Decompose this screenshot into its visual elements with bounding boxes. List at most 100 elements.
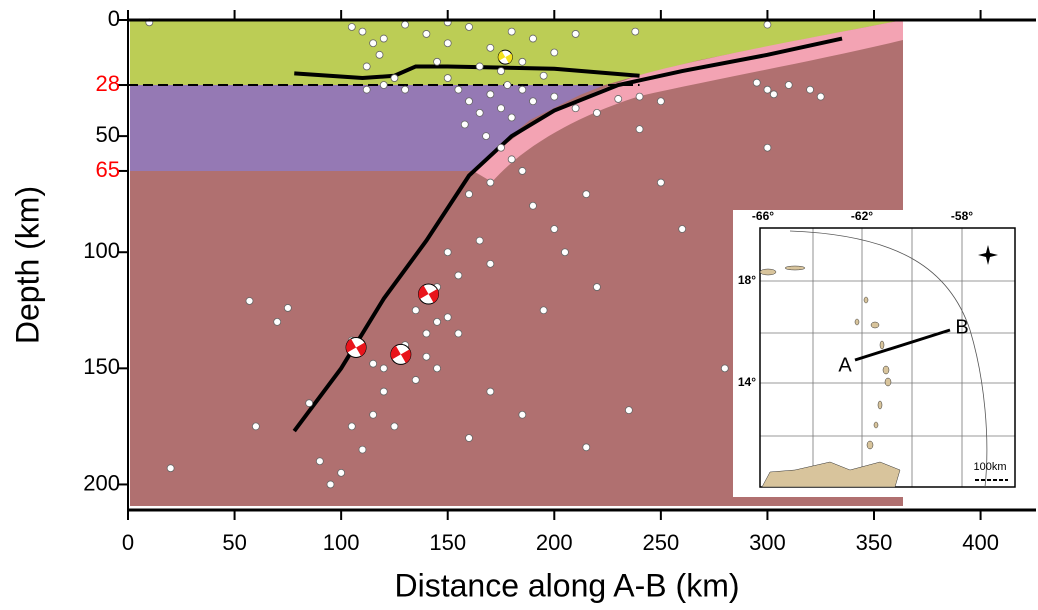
x-tick-label: 50 xyxy=(222,530,246,555)
earthquake xyxy=(806,85,814,94)
earthquake xyxy=(482,132,490,141)
inset-lon-label: -66° xyxy=(752,209,774,223)
earthquake xyxy=(486,387,495,396)
profile-line xyxy=(854,328,951,362)
earthquake xyxy=(443,74,452,82)
earthquake xyxy=(624,406,633,415)
compass xyxy=(978,245,998,265)
focal-mechanism xyxy=(390,343,412,365)
x-tick-label: 250 xyxy=(643,530,680,555)
earthquake xyxy=(465,23,473,31)
earthquake xyxy=(358,27,367,36)
earthquake xyxy=(678,225,687,233)
earthquake xyxy=(251,422,260,431)
earthquake xyxy=(656,178,665,187)
y-axis-title: Depth (km) xyxy=(9,186,45,344)
layer-boundary-label: 28 xyxy=(96,71,120,96)
earthquake xyxy=(433,57,441,66)
earthquake xyxy=(443,313,452,322)
earthquake xyxy=(411,306,420,315)
earthquake xyxy=(635,125,644,134)
earthquake xyxy=(475,236,484,245)
earthquake xyxy=(507,155,516,164)
point-label: B xyxy=(955,316,968,338)
earthquake xyxy=(390,422,399,431)
earthquake xyxy=(422,352,431,361)
scale-label: 100km xyxy=(973,461,1006,473)
earthquake xyxy=(539,306,548,315)
earthquake xyxy=(763,143,772,152)
earthquake xyxy=(454,329,463,338)
earthquake xyxy=(475,108,484,117)
earthquake xyxy=(529,97,537,106)
earthquake xyxy=(460,120,469,129)
beachball-quadrant xyxy=(346,338,367,357)
trench xyxy=(789,230,988,488)
earthquake xyxy=(369,410,378,419)
earthquake xyxy=(362,85,371,94)
earthquake xyxy=(375,50,384,59)
earthquake xyxy=(518,410,527,419)
y-tick-label: 150 xyxy=(83,354,120,379)
earthquake xyxy=(433,364,441,373)
earthquake xyxy=(550,225,559,233)
inset-lon-label: -62° xyxy=(851,209,873,223)
point-label: A xyxy=(838,354,852,376)
earthquake xyxy=(358,445,367,454)
earthquake xyxy=(443,39,452,48)
x-axis-title: Distance along A-B (km) xyxy=(394,567,739,603)
earthquake xyxy=(166,464,175,473)
earthquake xyxy=(635,92,644,101)
earthquake xyxy=(347,422,356,431)
earthquake xyxy=(369,359,378,368)
earthquake xyxy=(283,304,292,312)
inset-lon-label: -58° xyxy=(951,209,973,223)
focal-mechanism xyxy=(497,49,513,65)
earthquake xyxy=(784,81,793,89)
earthquake xyxy=(561,248,569,257)
earthquake xyxy=(433,317,441,326)
earthquake xyxy=(454,271,463,280)
y-tick-label: 100 xyxy=(83,238,120,263)
beachball-quadrant xyxy=(498,51,513,64)
earthquake xyxy=(379,34,388,43)
earthquake xyxy=(326,480,335,489)
islands xyxy=(759,265,901,488)
profile-line xyxy=(292,36,843,433)
earthquake xyxy=(763,20,772,29)
x-tick-label: 150 xyxy=(429,530,466,555)
earthquake xyxy=(411,376,420,384)
earthquake xyxy=(486,178,495,187)
inset-map: -66° -62° -58° 18° 14° A B 100km xyxy=(733,209,1022,497)
earthquake xyxy=(497,67,505,75)
earthquake xyxy=(454,85,463,94)
earthquake xyxy=(465,190,473,199)
earthquake xyxy=(720,364,729,373)
profile-line xyxy=(294,64,640,81)
earthquake xyxy=(486,43,495,52)
earthquake xyxy=(539,71,548,80)
earthquake xyxy=(369,39,378,48)
earthquake xyxy=(656,97,665,106)
earthquake xyxy=(379,387,388,396)
beachball-quadrant xyxy=(418,285,439,303)
earthquake xyxy=(550,48,559,57)
earthquake xyxy=(465,97,473,106)
earthquake xyxy=(503,81,512,89)
earthquake xyxy=(362,62,371,71)
earthquake xyxy=(582,190,591,199)
lower-crust xyxy=(130,85,605,171)
earthquake xyxy=(305,399,314,408)
earthquake xyxy=(465,434,473,442)
x-tick-label: 100 xyxy=(323,530,360,555)
layer-boundary-label: 65 xyxy=(96,157,120,182)
earthquake xyxy=(571,104,580,113)
earthquake xyxy=(518,57,527,66)
earthquake xyxy=(497,143,505,152)
earthquake xyxy=(401,20,409,29)
earthquake xyxy=(582,443,591,452)
earthquake xyxy=(550,92,559,101)
earthquake xyxy=(593,108,601,117)
y-tick-label: 50 xyxy=(96,122,120,147)
